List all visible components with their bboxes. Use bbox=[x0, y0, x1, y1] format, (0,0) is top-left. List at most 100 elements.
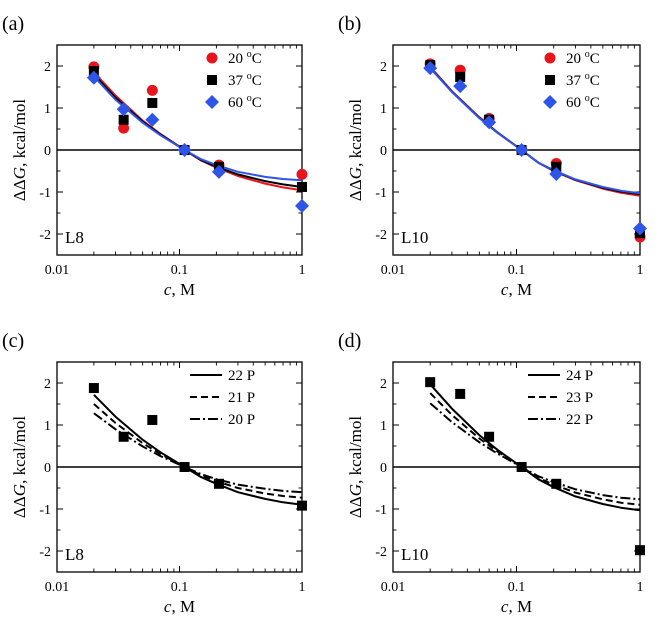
y-tick-label: 1 bbox=[380, 419, 387, 434]
y-axis-label: ΔΔG, kcal/mol bbox=[10, 99, 29, 201]
legend-label: 20 P bbox=[228, 412, 255, 428]
data-point bbox=[211, 164, 226, 179]
fit-curve bbox=[429, 67, 641, 195]
data-point bbox=[118, 431, 129, 442]
data-point bbox=[296, 168, 308, 180]
data-point bbox=[551, 478, 562, 489]
data-point bbox=[423, 61, 438, 76]
y-tick-label: -2 bbox=[375, 228, 387, 243]
fit-curve bbox=[429, 392, 641, 506]
data-point bbox=[116, 102, 131, 117]
inset-label: L8 bbox=[65, 228, 84, 247]
data-point bbox=[453, 79, 468, 94]
data-point bbox=[455, 388, 466, 399]
data-point bbox=[146, 84, 158, 96]
fit-curve bbox=[93, 75, 303, 182]
inset-label: L10 bbox=[401, 545, 428, 564]
y-tick-label: 1 bbox=[380, 102, 387, 117]
data-point bbox=[86, 70, 101, 85]
legend-label: 37 oC bbox=[566, 71, 600, 89]
x-tick-label: 0.01 bbox=[381, 263, 406, 278]
legend-label: 20 oC bbox=[228, 49, 262, 67]
data-point bbox=[147, 414, 158, 425]
data-point bbox=[297, 181, 307, 192]
y-tick-label: 0 bbox=[380, 144, 387, 159]
y-tick-label: -2 bbox=[39, 228, 51, 243]
chart-panel-3: 0.01 0.1 1 2 1 0 -1 -2 24 P 23 P 22 P L10 (d) c, M ΔΔG… bbox=[338, 330, 645, 616]
data-point bbox=[213, 478, 224, 489]
x-tick-label: 1 bbox=[637, 263, 644, 278]
y-tick-label: 0 bbox=[44, 144, 51, 159]
fit-curve bbox=[429, 402, 641, 501]
legend-label: 22 P bbox=[566, 412, 593, 428]
y-tick-label: 2 bbox=[44, 60, 51, 75]
data-point bbox=[551, 161, 562, 172]
y-tick-label: -2 bbox=[375, 545, 387, 560]
legend-label: 22 P bbox=[228, 368, 255, 384]
data-point bbox=[297, 500, 307, 511]
legend-marker bbox=[543, 95, 557, 109]
x-tick-label: 0.01 bbox=[45, 263, 70, 278]
data-point bbox=[177, 143, 192, 157]
y-tick-label: -1 bbox=[39, 503, 51, 518]
data-point bbox=[425, 377, 436, 388]
x-tick-label: 0.1 bbox=[171, 263, 189, 278]
y-tick-label: 1 bbox=[44, 419, 51, 434]
legend-label: 24 P bbox=[566, 368, 593, 384]
data-point bbox=[514, 143, 529, 157]
legend-label: 60 oC bbox=[566, 93, 600, 111]
y-tick-label: 2 bbox=[44, 377, 51, 392]
legend-marker bbox=[207, 75, 217, 85]
data-point bbox=[549, 166, 564, 181]
fit-curve bbox=[429, 383, 641, 512]
panel-label: (b) bbox=[338, 13, 361, 35]
data-point bbox=[635, 545, 645, 556]
data-point bbox=[633, 221, 647, 236]
x-tick-label: 0.1 bbox=[508, 580, 526, 595]
legend-label: 60 oC bbox=[228, 93, 262, 111]
inset-label: L10 bbox=[401, 228, 428, 247]
legend-marker bbox=[544, 52, 556, 64]
y-tick-label: 0 bbox=[380, 461, 387, 476]
x-tick-label: 0.1 bbox=[171, 580, 189, 595]
data-point bbox=[88, 383, 99, 394]
x-tick-label: 1 bbox=[637, 580, 644, 595]
x-axis-label: c, M bbox=[164, 597, 195, 616]
data-point bbox=[147, 97, 158, 108]
x-axis-label: c, M bbox=[164, 280, 195, 299]
x-axis-label: c, M bbox=[501, 597, 532, 616]
x-tick-label: 1 bbox=[299, 263, 306, 278]
data-point bbox=[118, 122, 130, 134]
y-axis-label: ΔΔG, kcal/mol bbox=[346, 416, 365, 518]
x-tick-label: 1 bbox=[299, 580, 306, 595]
y-tick-label: -1 bbox=[375, 503, 387, 518]
y-tick-label: -2 bbox=[39, 545, 51, 560]
inset-label: L8 bbox=[65, 545, 84, 564]
legend-label: 23 P bbox=[566, 390, 593, 406]
data-point bbox=[484, 431, 495, 442]
data-point bbox=[118, 114, 129, 125]
y-tick-label: 2 bbox=[380, 377, 387, 392]
data-point bbox=[482, 115, 497, 130]
y-tick-label: 2 bbox=[380, 60, 387, 75]
legend-marker bbox=[545, 75, 555, 85]
y-tick-label: -1 bbox=[39, 186, 51, 201]
y-tick-label: -1 bbox=[375, 186, 387, 201]
data-point bbox=[179, 462, 190, 472]
y-tick-label: 1 bbox=[44, 102, 51, 117]
chart-panel-1: 0.01 0.1 1 2 1 0 -1 -2 20 oC 37 oC 60 oC L10 (b) c, M… bbox=[338, 13, 647, 299]
data-point bbox=[455, 71, 466, 82]
fit-curve bbox=[93, 394, 303, 506]
data-point bbox=[516, 462, 527, 472]
data-point bbox=[295, 198, 309, 213]
chart-panel-2: 0.01 0.1 1 2 1 0 -1 -2 22 P 21 P 20 P L8 (c) c, M ΔΔG,… bbox=[2, 330, 307, 616]
legend-label: 20 oC bbox=[566, 49, 600, 67]
panel-label: (d) bbox=[338, 330, 361, 352]
legend-marker bbox=[205, 95, 219, 109]
panel-label: (a) bbox=[2, 13, 24, 35]
legend-marker bbox=[206, 52, 218, 64]
chart-panel-0: 0.01 0.1 1 2 1 0 -1 -2 20 oC 37 oC 60 oC L8 (a) c, M Δ… bbox=[2, 13, 309, 299]
y-axis-label: ΔΔG, kcal/mol bbox=[346, 99, 365, 201]
x-axis-label: c, M bbox=[501, 280, 532, 299]
